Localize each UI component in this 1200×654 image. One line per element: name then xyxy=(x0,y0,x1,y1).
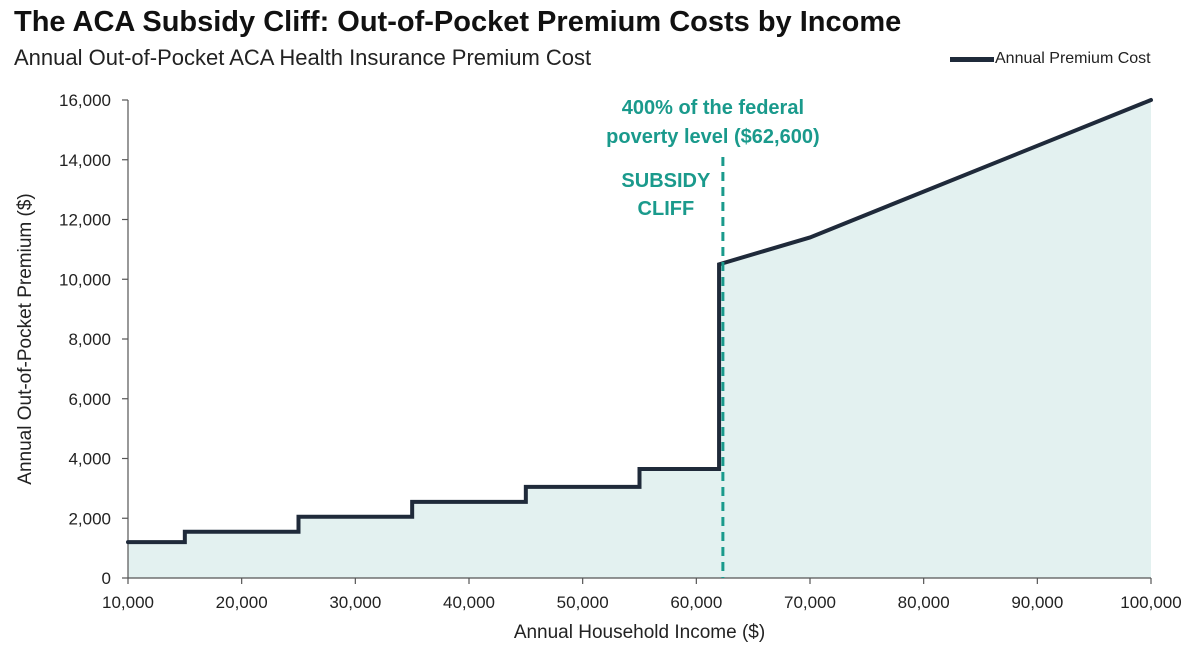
y-axis-label: Annual Out-of-Pocket Premium ($) xyxy=(15,193,36,484)
x-tick-label: 50,000 xyxy=(557,593,609,612)
y-tick-label: 2,000 xyxy=(68,509,111,528)
x-tick-label: 80,000 xyxy=(898,593,950,612)
y-tick-label: 10,000 xyxy=(59,270,111,289)
x-tick-label: 70,000 xyxy=(784,593,836,612)
legend-label: Annual Premium Cost xyxy=(995,50,1151,67)
series-line xyxy=(126,98,1153,545)
x-tick-label: 40,000 xyxy=(443,593,495,612)
cliff-annotation-label: poverty level ($62,600) xyxy=(606,126,819,148)
y-tick-label: 12,000 xyxy=(59,211,111,230)
series-area-fill xyxy=(128,100,1151,578)
y-tick-label: 8,000 xyxy=(68,330,111,349)
chart-title: The ACA Subsidy Cliff: Out-of-Pocket Pre… xyxy=(14,6,902,38)
chart-subtitle: Annual Out-of-Pocket ACA Health Insuranc… xyxy=(14,45,592,70)
x-tick-label: 10,000 xyxy=(102,593,154,612)
subsidy-cliff-label: CLIFF xyxy=(638,198,695,220)
x-tick-label: 100,000 xyxy=(1120,593,1181,612)
y-tick-label: 6,000 xyxy=(68,390,111,409)
legend-swatch xyxy=(950,56,994,62)
y-tick-label: 14,000 xyxy=(59,151,111,170)
cliff-annotation-label: 400% of the federal xyxy=(622,97,804,119)
y-tick-label: 16,000 xyxy=(59,91,111,110)
x-tick-label: 20,000 xyxy=(216,593,268,612)
x-tick-label: 30,000 xyxy=(329,593,381,612)
x-tick-label: 90,000 xyxy=(1011,593,1063,612)
y-tick-label: 0 xyxy=(102,569,111,588)
subsidy-cliff-label: SUBSIDY xyxy=(621,170,711,192)
y-tick-label: 4,000 xyxy=(68,450,111,469)
legend: Annual Premium Cost xyxy=(950,50,1151,68)
x-tick-label: 60,000 xyxy=(670,593,722,612)
x-axis-label: Annual Household Income ($) xyxy=(514,622,765,643)
